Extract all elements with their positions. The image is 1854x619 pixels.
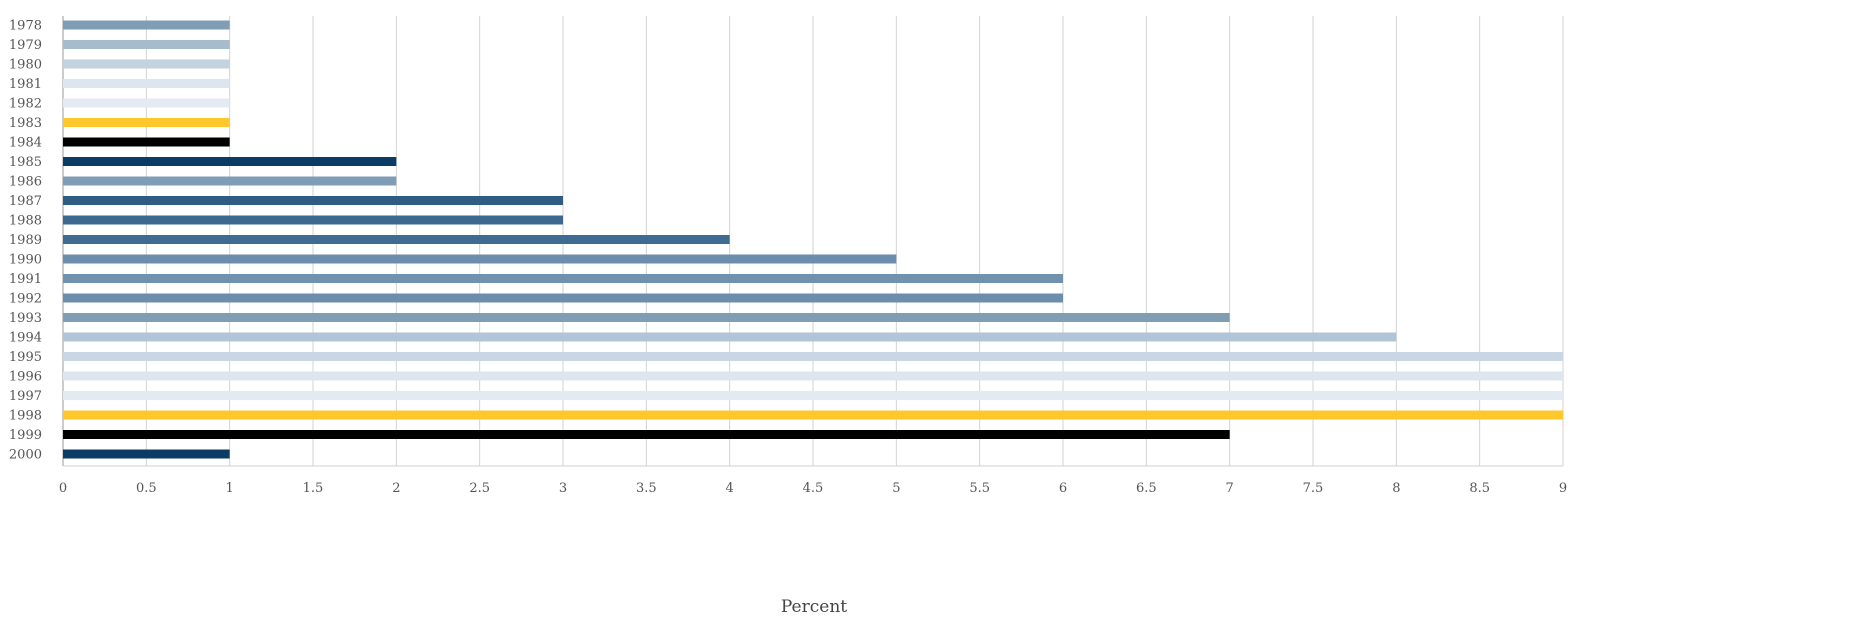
category-label: 1998 bbox=[9, 409, 42, 424]
bars bbox=[63, 20, 1563, 459]
category-label: 1994 bbox=[9, 331, 42, 346]
category-label: 2000 bbox=[9, 448, 42, 463]
category-label: 1985 bbox=[9, 155, 42, 170]
bar-1999 bbox=[63, 430, 1230, 439]
x-tick-label: 5 bbox=[892, 481, 900, 496]
category-label: 1992 bbox=[9, 292, 42, 307]
x-tick-label: 2.5 bbox=[469, 481, 490, 496]
bar-1981 bbox=[63, 79, 230, 88]
category-label: 1979 bbox=[9, 38, 42, 53]
bar-1995 bbox=[63, 352, 1563, 361]
category-label: 1999 bbox=[9, 428, 42, 443]
x-tick-label: 2 bbox=[392, 481, 400, 496]
labels: 1978197919801981198219831984198519861987… bbox=[9, 19, 1567, 497]
x-tick-label: 3 bbox=[559, 481, 567, 496]
x-tick-label: 1 bbox=[226, 481, 234, 496]
bar-1994 bbox=[63, 332, 1397, 342]
x-tick-label: 0.5 bbox=[136, 481, 157, 496]
x-tick-label: 1.5 bbox=[303, 481, 324, 496]
category-label: 1993 bbox=[9, 311, 42, 326]
x-tick-label: 5.5 bbox=[969, 481, 990, 496]
x-tick-label: 8 bbox=[1392, 481, 1400, 496]
category-label: 1983 bbox=[9, 116, 42, 131]
bar-1986 bbox=[63, 176, 397, 186]
bar-1988 bbox=[63, 215, 563, 225]
bar-1983 bbox=[63, 118, 230, 127]
category-label: 1988 bbox=[9, 214, 42, 229]
category-label: 1982 bbox=[9, 97, 42, 112]
bar-1978 bbox=[63, 20, 230, 30]
x-tick-label: 6 bbox=[1059, 481, 1067, 496]
x-tick-label: 0 bbox=[59, 481, 67, 496]
bar-1985 bbox=[63, 157, 397, 166]
bar-1980 bbox=[63, 59, 230, 69]
x-tick-label: 7 bbox=[1226, 481, 1234, 496]
bar-1992 bbox=[63, 293, 1063, 303]
category-label: 1997 bbox=[9, 389, 42, 404]
bar-1982 bbox=[63, 98, 230, 108]
bar-1989 bbox=[63, 235, 730, 244]
category-label: 1986 bbox=[9, 175, 42, 190]
category-label: 1996 bbox=[9, 370, 42, 385]
x-axis-title: Percent bbox=[781, 597, 847, 617]
x-tick-label: 6.5 bbox=[1136, 481, 1157, 496]
bar-1979 bbox=[63, 40, 230, 49]
x-tick-label: 8.5 bbox=[1469, 481, 1490, 496]
x-tick-label: 4.5 bbox=[803, 481, 824, 496]
category-label: 1981 bbox=[9, 77, 42, 92]
category-label: 1989 bbox=[9, 233, 42, 248]
category-label: 1991 bbox=[9, 272, 42, 287]
bar-1997 bbox=[63, 391, 1563, 400]
bar-1987 bbox=[63, 196, 563, 205]
bar-1993 bbox=[63, 313, 1230, 322]
bar-1998 bbox=[63, 410, 1563, 420]
category-label: 1990 bbox=[9, 253, 42, 268]
bar-1996 bbox=[63, 371, 1563, 381]
bar-1984 bbox=[63, 137, 230, 147]
category-label: 1980 bbox=[9, 58, 42, 73]
x-tick-label: 4 bbox=[726, 481, 734, 496]
x-tick-label: 3.5 bbox=[636, 481, 657, 496]
category-label: 1995 bbox=[9, 350, 42, 365]
x-tick-label: 7.5 bbox=[1303, 481, 1324, 496]
bar-1990 bbox=[63, 254, 897, 264]
x-tick-label: 9 bbox=[1559, 481, 1567, 496]
bar-2000 bbox=[63, 449, 230, 459]
bar-1991 bbox=[63, 274, 1063, 283]
category-label: 1978 bbox=[9, 19, 42, 34]
category-label: 1987 bbox=[9, 194, 42, 209]
category-label: 1984 bbox=[9, 136, 42, 151]
